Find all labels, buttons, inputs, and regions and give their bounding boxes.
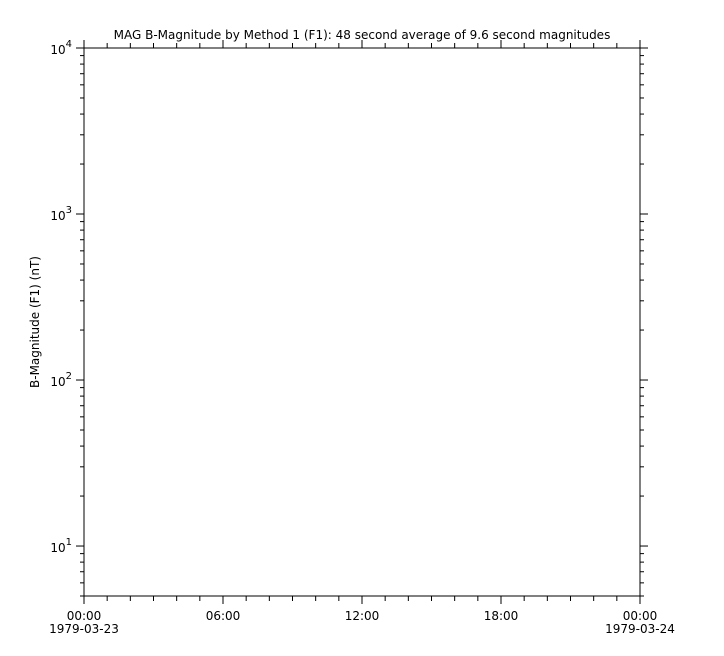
y-tick-label: 102: [50, 371, 72, 389]
y-tick-label: 101: [50, 537, 72, 555]
x-tick-date-label: 1979-03-23: [49, 622, 119, 636]
axis-ticks: [76, 40, 648, 604]
x-tick-label: 00:00: [67, 609, 102, 623]
plot-area: [83, 47, 641, 597]
x-tick-label: 06:00: [206, 609, 241, 623]
y-tick-label: 103: [50, 205, 72, 223]
x-tick-label: 12:00: [345, 609, 380, 623]
y-tick-label: 104: [50, 39, 72, 57]
x-tick-label: 18:00: [484, 609, 519, 623]
x-tick-date-label: 1979-03-24: [605, 622, 675, 636]
chart-title: MAG B-Magnitude by Method 1 (F1): 48 sec…: [114, 28, 611, 42]
y-axis-label: B-Magnitude (F1) (nT): [28, 256, 42, 388]
x-tick-label: 00:00: [623, 609, 658, 623]
